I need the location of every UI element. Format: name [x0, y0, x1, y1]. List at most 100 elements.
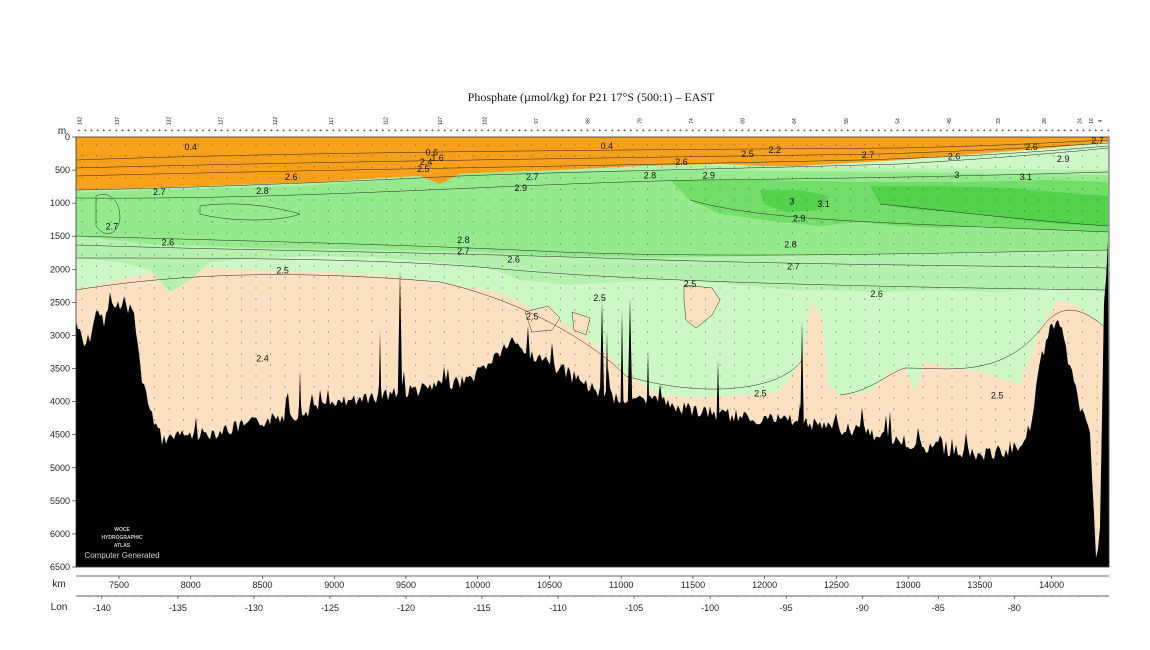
sample-dot — [313, 375, 315, 377]
contour-label: 2.9 — [702, 171, 715, 181]
sample-dot — [313, 232, 315, 234]
sample-dot — [980, 155, 982, 157]
sample-dot — [835, 298, 837, 300]
sample-dot — [603, 364, 605, 366]
station-marker: + — [561, 128, 564, 134]
sample-dot — [414, 353, 417, 355]
sample-dot — [472, 232, 475, 234]
sample-dot — [704, 166, 707, 168]
sample-dot — [762, 144, 765, 146]
sample-dot — [153, 221, 156, 223]
sample-dot — [603, 265, 605, 267]
sample-dot — [588, 210, 591, 212]
sample-dot — [951, 320, 953, 322]
sample-dot — [719, 386, 721, 388]
sample-dot — [704, 265, 707, 267]
sample-dot — [226, 408, 228, 410]
sample-dot — [226, 243, 228, 245]
sample-dot — [675, 375, 678, 377]
sample-dot — [226, 298, 228, 300]
sample-dot — [878, 298, 881, 300]
sample-dot — [226, 166, 228, 168]
sample-dot — [168, 397, 170, 399]
sample-dot — [1023, 221, 1026, 223]
sample-dot — [342, 298, 344, 300]
sample-dot — [661, 199, 663, 201]
sample-dot — [400, 287, 402, 289]
sample-dot — [748, 287, 750, 289]
sample-dot — [994, 232, 997, 234]
sample-dot — [559, 155, 562, 157]
sample-dot — [588, 320, 591, 322]
sample-dot — [501, 309, 504, 311]
station-marker: + — [350, 128, 353, 134]
station-label: 16 — [1089, 118, 1095, 124]
sample-dot — [1081, 298, 1084, 300]
sample-dot — [603, 254, 605, 256]
sample-dot — [951, 342, 953, 344]
sample-dot — [226, 155, 228, 157]
sample-dot — [632, 397, 634, 399]
sample-dot — [1038, 199, 1040, 201]
sample-dot — [965, 397, 968, 399]
sample-dot — [965, 199, 968, 201]
sample-dot — [965, 254, 968, 256]
sample-dot — [733, 254, 736, 256]
sample-dot — [1067, 221, 1069, 223]
sample-dot — [211, 166, 214, 168]
sample-dot — [139, 309, 141, 311]
sample-dot — [878, 199, 881, 201]
sample-dot — [893, 254, 895, 256]
sample-dot — [719, 144, 721, 146]
sample-dot — [385, 364, 388, 366]
sample-dot — [1038, 177, 1040, 179]
sample-dot — [864, 298, 866, 300]
sample-dot — [298, 221, 301, 223]
sample-dot — [893, 364, 895, 366]
sample-dot — [516, 243, 518, 245]
sample-dot — [1009, 210, 1011, 212]
sample-dot — [791, 166, 794, 168]
sample-dot — [182, 265, 185, 267]
sample-dot — [371, 265, 373, 267]
sample-dot — [400, 254, 402, 256]
sample-dot — [719, 364, 721, 366]
sample-dot — [429, 265, 431, 267]
sample-dot — [240, 419, 243, 421]
sample-dot — [284, 254, 286, 256]
sample-dot — [1067, 320, 1069, 322]
sample-dot — [791, 342, 794, 344]
sample-dot — [559, 188, 562, 190]
sample-dot — [1096, 441, 1098, 443]
sample-dot — [936, 254, 939, 256]
sample-dot — [951, 232, 953, 234]
sample-dot — [284, 364, 286, 366]
sample-dot — [211, 210, 214, 212]
sample-dot — [777, 342, 779, 344]
sample-dot — [864, 177, 866, 179]
sample-dot — [603, 188, 605, 190]
sample-dot — [864, 331, 866, 333]
sample-dot — [922, 155, 924, 157]
sample-dot — [371, 298, 373, 300]
lon-tick-label: -95 — [780, 603, 793, 613]
sample-dot — [298, 331, 301, 333]
sample-dot — [487, 254, 489, 256]
sample-dot — [820, 265, 823, 267]
sample-dot — [153, 287, 156, 289]
sample-dot — [704, 342, 707, 344]
sample-dot — [675, 397, 678, 399]
contour-label: 2.5 — [991, 390, 1004, 400]
sample-dot — [574, 155, 576, 157]
sample-dot — [211, 177, 214, 179]
sample-dot — [371, 166, 373, 168]
sample-dot — [690, 254, 692, 256]
contour-label: 1.6 — [431, 153, 444, 163]
sample-dot — [965, 353, 968, 355]
sample-dot — [1081, 276, 1084, 278]
sample-dot — [806, 320, 808, 322]
sample-dot — [617, 177, 620, 179]
sample-dot — [240, 254, 243, 256]
sample-dot — [472, 353, 475, 355]
sample-dot — [197, 298, 199, 300]
